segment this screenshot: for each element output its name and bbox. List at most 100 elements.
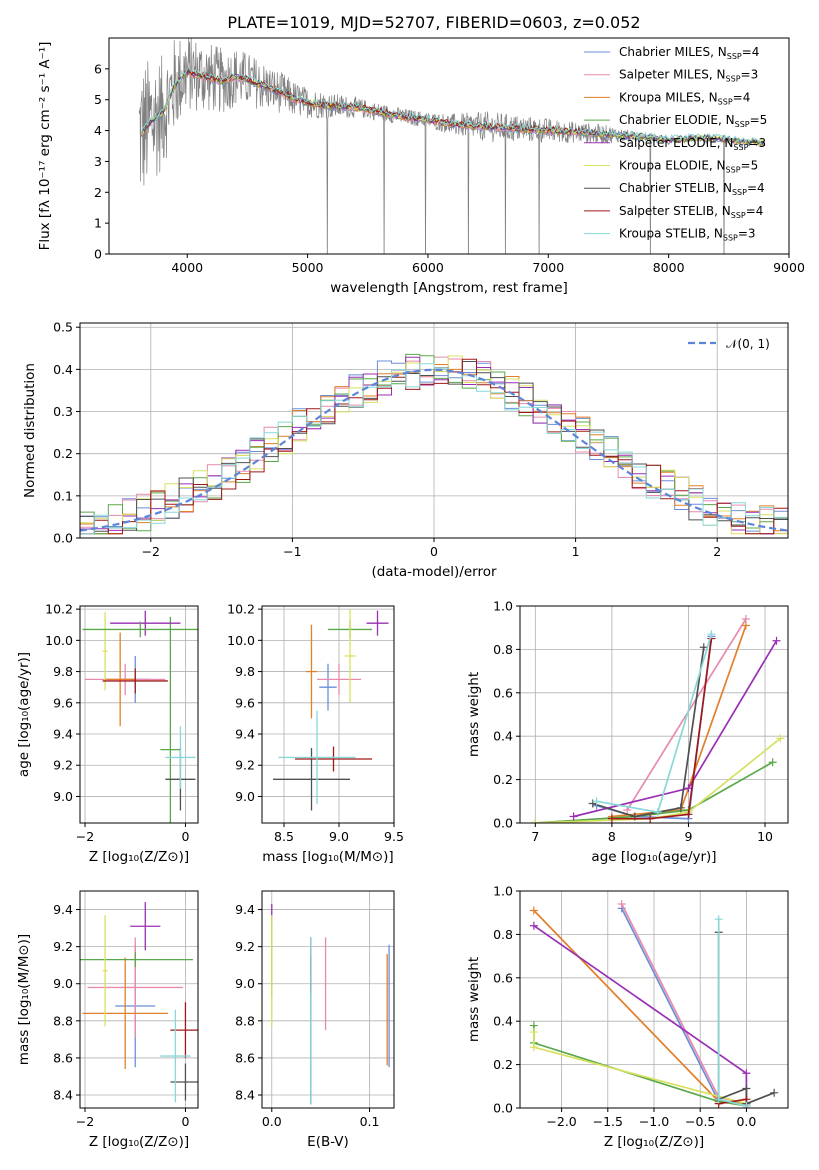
point-marker [530, 1028, 538, 1036]
x-tick-label: 0.0 [262, 1114, 282, 1129]
point-marker [769, 758, 777, 766]
y-tick-label: 8.8 [53, 1013, 73, 1028]
y-tick-label: 8.6 [235, 1050, 255, 1065]
x-tick-label: 0 [181, 1114, 189, 1129]
y-tick-label: 9.2 [235, 758, 255, 773]
grid [262, 891, 394, 1108]
y-tick-label: 2 [94, 185, 102, 200]
plot-area [77, 902, 200, 1102]
x-tick-label: 9 [684, 829, 692, 844]
legend: 𝒩(0, 1) [688, 337, 770, 351]
y-tick-label: 4 [94, 123, 102, 138]
axes-frame [80, 891, 198, 1108]
x-axis-label: mass [log₁₀(M/M⊙)] [262, 849, 393, 865]
y-tick-label: 6 [94, 61, 102, 76]
series [530, 907, 751, 1108]
y-tick-label: 0.4 [493, 729, 513, 744]
chart-mass_vs_Z: −208.48.68.89.09.29.4Z [log₁₀(Z/Z⊙)]mass… [16, 891, 201, 1150]
x-tick-label: −2.0 [546, 1114, 576, 1129]
x-tick-label: 6000 [412, 260, 444, 275]
x-axis-label: (data-model)/error [371, 564, 497, 580]
grid [520, 606, 788, 823]
legend-label: Salpeter MILES, NSSP=3 [619, 68, 758, 84]
x-tick-label: 8000 [653, 260, 685, 275]
chart-spectrum: Chabrier MILES, NSSP=4Salpeter MILES, NS… [37, 36, 805, 297]
data-point [279, 711, 356, 805]
chart-residuals: 𝒩(0, 1)−2−10120.00.10.20.30.40.5(data-mo… [22, 320, 788, 580]
y-tick-label: 9.4 [53, 727, 73, 742]
x-tick-label: 7000 [532, 260, 564, 275]
y-tick-label: 8.6 [53, 1050, 73, 1065]
data-point [345, 609, 356, 703]
x-tick-label: 9000 [773, 260, 805, 275]
data-point [319, 664, 337, 711]
y-tick-label: 0.2 [53, 446, 73, 461]
point-marker [570, 812, 578, 820]
y-tick-label: 0.0 [53, 531, 73, 546]
y-tick-label: 9.2 [235, 939, 255, 954]
series-line [597, 636, 712, 818]
x-tick-label: 9.0 [329, 829, 349, 844]
data-point [295, 747, 372, 772]
y-axis-label: mass weight [466, 672, 482, 757]
legend-label: Chabrier STELIB, NSSP=4 [619, 181, 765, 197]
y-axis-label: Normed distribution [22, 363, 38, 498]
chart-age_vs_Z: −209.09.29.49.69.810.010.2Z [log₁₀(Z/Z⊙)… [16, 602, 198, 883]
x-axis-label: E(B-V) [307, 1134, 349, 1150]
x-tick-label: 8 [608, 829, 616, 844]
y-tick-label: 1.0 [493, 599, 513, 614]
data-point [77, 952, 192, 967]
y-tick-label: 0.4 [493, 1014, 513, 1029]
y-tick-label: 10.0 [227, 633, 255, 648]
plot-area [531, 615, 784, 827]
series-line [574, 641, 777, 817]
y-tick-label: 9.0 [235, 976, 255, 991]
y-tick-label: 8.4 [235, 1088, 255, 1103]
axes-frame [520, 606, 788, 823]
data-point [105, 633, 135, 727]
legend-label: Kroupa STELIB, NSSP=3 [619, 227, 756, 243]
data-point [103, 668, 168, 693]
y-axis-label: age [log₁₀(age/yr)] [16, 652, 32, 777]
y-tick-label: 10.0 [45, 633, 73, 648]
x-tick-label: −1.5 [593, 1114, 623, 1129]
model-line [142, 71, 765, 145]
point-marker [618, 900, 626, 908]
x-tick-label: 9.5 [384, 829, 404, 844]
y-axis-label: mass [log₁₀(M/M⊙)] [16, 934, 32, 1065]
y-tick-label: 0.0 [493, 816, 513, 831]
y-tick-label: 0.1 [53, 488, 73, 503]
data-point [367, 611, 389, 636]
x-tick-label: 5000 [292, 260, 324, 275]
point-marker [770, 1089, 778, 1097]
x-tick-label: 4000 [171, 260, 203, 275]
series-line [622, 908, 747, 1103]
x-tick-label: 2 [713, 544, 721, 559]
y-tick-label: 9.0 [235, 789, 255, 804]
series [589, 643, 708, 820]
series [593, 630, 716, 816]
y-tick-label: 9.0 [53, 976, 73, 991]
x-tick-label: 0 [181, 829, 189, 844]
chart-weight_vs_Z: −2.0−1.5−1.0−0.50.00.00.20.40.60.81.0Z [… [466, 884, 788, 1151]
y-tick-label: 9.8 [53, 664, 73, 679]
y-tick-label: 0.6 [493, 685, 513, 700]
grid [80, 891, 198, 1108]
x-tick-label: −2 [76, 829, 94, 844]
x-tick-label: 0.1 [360, 1114, 380, 1129]
y-tick-label: 3 [94, 154, 102, 169]
x-axis-label: Z [log₁₀(Z/Z⊙)] [89, 1134, 189, 1150]
x-axis-label: Z [log₁₀(Z/Z⊙)] [89, 849, 189, 865]
x-tick-label: 0.0 [736, 1114, 756, 1129]
y-tick-label: 0.3 [53, 404, 73, 419]
y-tick-label: 9.4 [53, 902, 73, 917]
y-tick-label: 9.2 [53, 758, 73, 773]
point-marker [684, 810, 692, 818]
y-tick-label: 9.6 [53, 695, 73, 710]
y-tick-label: 1 [94, 216, 102, 231]
x-tick-label: −1.0 [639, 1114, 669, 1129]
y-tick-label: 5 [94, 92, 102, 107]
y-axis-label: mass weight [466, 957, 482, 1042]
axes-frame [262, 606, 394, 823]
